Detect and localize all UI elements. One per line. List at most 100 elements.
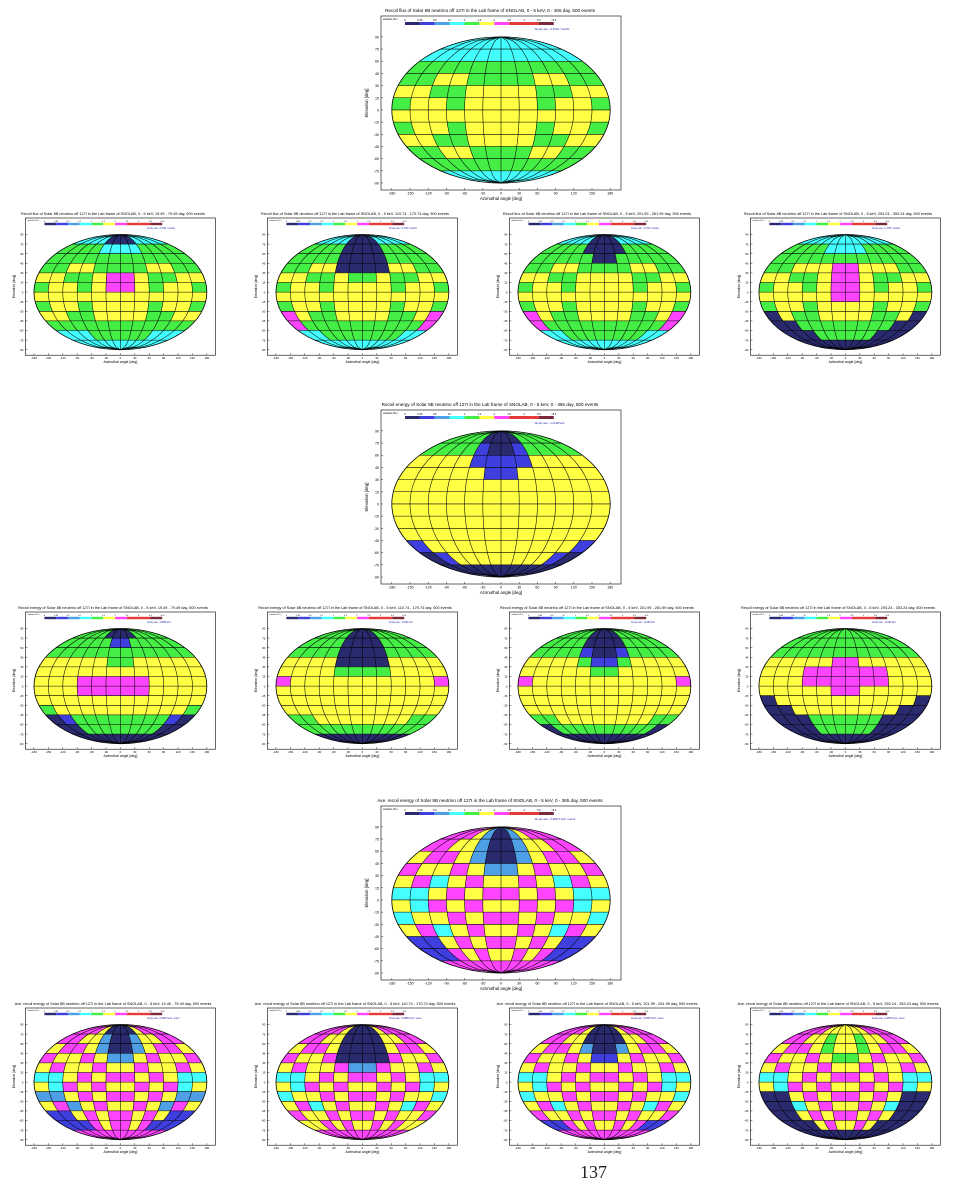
sky-cell bbox=[916, 291, 932, 302]
y-tick-label: 0 bbox=[264, 290, 266, 294]
y-tick-label: -75 bbox=[503, 732, 508, 736]
legend-tick: 2 bbox=[115, 221, 117, 223]
sky-cell bbox=[290, 685, 306, 696]
sky-cell bbox=[402, 666, 420, 677]
x-tick-label: 30 bbox=[133, 1146, 137, 1150]
x-tick-label: -120 bbox=[785, 1146, 791, 1150]
sky-cell bbox=[532, 1072, 548, 1083]
sky-cell bbox=[616, 657, 632, 668]
y-tick-label: 15 bbox=[20, 1071, 24, 1075]
sky-cell bbox=[845, 301, 860, 312]
sky-cell bbox=[561, 272, 578, 283]
y-tick-label: -75 bbox=[19, 1128, 24, 1132]
x-tick-label: -150 bbox=[770, 750, 776, 754]
sky-cell bbox=[518, 899, 538, 913]
legend-swatch bbox=[286, 222, 299, 226]
sky-cell bbox=[428, 491, 448, 505]
legend-tick: 0.7 bbox=[78, 1011, 82, 1013]
sky-cell bbox=[33, 291, 50, 302]
sky-cell bbox=[148, 1072, 164, 1083]
sky-cell bbox=[485, 61, 502, 74]
sky-cell bbox=[107, 253, 121, 264]
sky-cell bbox=[758, 676, 775, 687]
sky-cell bbox=[120, 647, 134, 658]
sky-cell bbox=[63, 695, 80, 706]
sky-cell bbox=[873, 1072, 889, 1083]
x-tick-label: 60 bbox=[632, 356, 636, 360]
sky-cell bbox=[464, 85, 485, 98]
sky-cell bbox=[631, 301, 648, 312]
sky-cell bbox=[433, 1072, 449, 1083]
x-tick-label: -90 bbox=[444, 192, 449, 196]
legend-swatch bbox=[551, 616, 564, 620]
legend-swatch bbox=[563, 616, 576, 620]
legend-tick: 2.8 bbox=[367, 1011, 371, 1013]
sky-cell bbox=[374, 1101, 390, 1112]
x-tick-label: 180 bbox=[688, 750, 693, 754]
legend-swatch bbox=[345, 222, 358, 226]
x-tick-label: -60 bbox=[332, 750, 337, 754]
sky-cell bbox=[536, 491, 556, 505]
sky-cell bbox=[362, 685, 377, 696]
sky-cell bbox=[362, 1110, 376, 1121]
chart-ave_q2: Ave. recoil energy of Solar 8B neutrino … bbox=[254, 1002, 458, 1154]
y-tick-label: 0 bbox=[22, 290, 24, 294]
legend-swatch bbox=[79, 1012, 92, 1016]
sky-cell bbox=[617, 272, 633, 283]
sky-cell bbox=[177, 676, 193, 687]
sky-cell bbox=[348, 1101, 363, 1112]
sky-cell bbox=[873, 1081, 889, 1092]
x-tick-label: -30 bbox=[346, 1146, 351, 1150]
y-tick-label: 75 bbox=[504, 1032, 508, 1036]
legend-tick: 1.4 bbox=[102, 1011, 106, 1013]
sky-cell bbox=[536, 887, 556, 901]
legend-tick: 4 bbox=[523, 412, 525, 416]
legend-swatch bbox=[840, 1012, 852, 1016]
sky-cell bbox=[333, 1062, 349, 1073]
sky-cell bbox=[561, 282, 577, 293]
sky-cell bbox=[552, 515, 573, 529]
sky-cell bbox=[858, 301, 874, 312]
sky-cell bbox=[831, 1062, 846, 1073]
sky-cell bbox=[675, 282, 691, 293]
sky-cell bbox=[517, 676, 534, 687]
sky-cell bbox=[482, 911, 502, 925]
x-tick-label: -150 bbox=[406, 586, 413, 590]
legend-swatch bbox=[524, 22, 539, 25]
y-tick-label: -45 bbox=[744, 1109, 749, 1113]
legend-tick: 2.8 bbox=[125, 1011, 129, 1013]
sky-cell bbox=[858, 272, 874, 283]
sky-cell bbox=[191, 1072, 207, 1083]
sky-cell bbox=[575, 666, 591, 677]
sky-cell bbox=[305, 272, 322, 283]
legend-tick: 5.6 bbox=[537, 808, 541, 812]
legend-swatch bbox=[67, 222, 80, 226]
sky-cell bbox=[177, 282, 193, 293]
x-tick-label: -180 bbox=[388, 586, 395, 590]
sky-cell bbox=[604, 1062, 619, 1073]
sky-cell bbox=[845, 1091, 860, 1102]
sky-cell bbox=[661, 676, 677, 687]
legend-tick: 0.35 bbox=[54, 221, 59, 223]
sky-cell bbox=[646, 1081, 663, 1092]
sky-cell bbox=[872, 695, 889, 706]
sky-cell bbox=[482, 515, 502, 529]
sky-cell bbox=[858, 666, 874, 677]
sky-cell bbox=[818, 657, 834, 668]
stat-label: statistics.1D.n bbox=[383, 808, 399, 811]
sky-cell bbox=[33, 1072, 50, 1083]
sky-cell bbox=[802, 695, 819, 706]
legend-tick: >5.6 bbox=[551, 18, 557, 22]
legend-swatch bbox=[599, 222, 611, 226]
sky-cell bbox=[675, 685, 691, 696]
legend-tick: 4 bbox=[523, 808, 525, 812]
legend-swatch bbox=[863, 222, 876, 226]
x-tick-label: -180 bbox=[515, 1146, 521, 1150]
sky-cell bbox=[48, 676, 64, 687]
sky-cell bbox=[362, 676, 377, 687]
legend-swatch bbox=[419, 22, 435, 25]
legend-swatch bbox=[828, 1012, 841, 1016]
sky-cell bbox=[830, 282, 846, 293]
sky-cell bbox=[464, 887, 484, 901]
sky-cell bbox=[858, 1062, 874, 1073]
